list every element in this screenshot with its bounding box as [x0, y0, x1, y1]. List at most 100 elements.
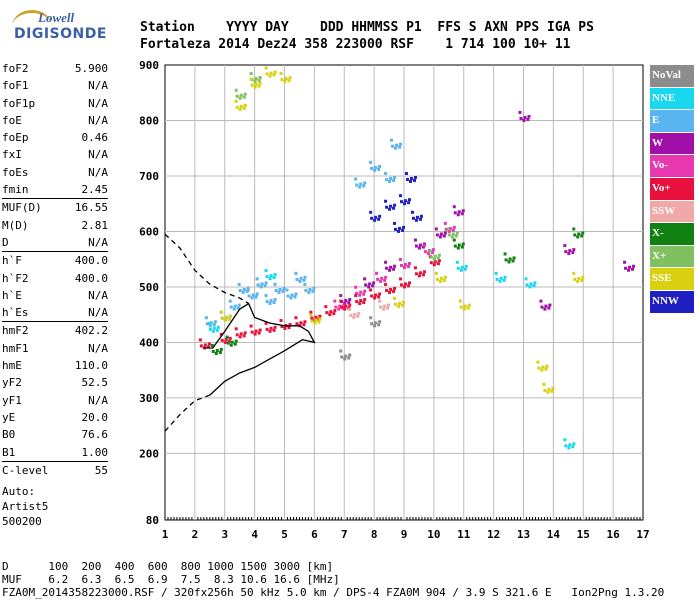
data-point-nne	[269, 274, 273, 278]
data-point-e	[286, 294, 290, 298]
data-point-sse	[269, 71, 273, 75]
data-point-sse	[314, 318, 318, 322]
data-point-sse	[463, 304, 467, 308]
param-separator	[2, 198, 108, 200]
data-point-e	[384, 171, 388, 175]
param-name: D	[2, 235, 9, 249]
data-point-sse	[287, 79, 291, 83]
data-point-e	[246, 288, 250, 292]
param-value: 20.0	[81, 410, 109, 424]
data-point-nne	[524, 277, 528, 281]
param-row: M(D) 2.81	[2, 217, 108, 234]
param-name: C-level	[2, 463, 49, 477]
data-point-nne	[460, 265, 464, 269]
x-tick-label: 14	[547, 528, 561, 541]
data-point-e	[265, 300, 269, 304]
param-value: N/A	[88, 288, 108, 302]
data-point-x-	[225, 335, 229, 339]
param-row: hmE 110.0	[2, 357, 108, 374]
data-point-e	[278, 287, 282, 291]
data-point-x-	[457, 243, 461, 247]
data-point-w	[435, 233, 439, 237]
data-point-vo-	[378, 292, 382, 296]
data-point-e	[268, 302, 272, 306]
data-point-nnw	[373, 218, 377, 222]
data-point-sse	[547, 387, 551, 391]
param-row: fmin 2.45	[2, 181, 108, 198]
data-point-sse	[434, 271, 438, 275]
data-point-sse	[228, 314, 232, 318]
data-point-vo-	[399, 257, 402, 261]
data-point-x-	[214, 351, 218, 355]
data-point-w	[343, 302, 347, 306]
param-value: N/A	[88, 113, 108, 127]
data-point-ssw	[353, 312, 357, 316]
data-point-vo-	[339, 299, 343, 303]
data-point-sse	[227, 317, 231, 321]
data-point-noval	[339, 349, 343, 353]
data-point-e	[238, 288, 242, 292]
data-point-e	[362, 184, 366, 188]
data-point-nnw	[407, 201, 410, 205]
data-point-vo-	[294, 316, 298, 320]
data-point-sse	[545, 364, 549, 368]
param-row: foEp 0.46	[2, 129, 108, 146]
data-point-ssw	[383, 304, 387, 308]
auto-program: Artist5	[2, 500, 49, 513]
data-point-vo-	[302, 323, 306, 327]
data-point-nnw	[419, 214, 423, 218]
data-point-nne	[563, 438, 567, 442]
data-point-e	[228, 299, 232, 303]
data-point-vo-	[299, 321, 303, 325]
logo-arc	[12, 10, 52, 43]
data-point-w	[548, 303, 552, 307]
data-point-sse	[438, 279, 442, 283]
data-point-nne	[464, 264, 468, 268]
data-point-sse	[466, 306, 470, 310]
param-name: B0	[2, 428, 16, 442]
data-point-nne	[499, 276, 503, 280]
legend-item-w: W	[650, 132, 694, 155]
data-point-e	[255, 277, 259, 281]
data-point-noval	[373, 324, 377, 328]
data-point-w	[389, 265, 393, 269]
data-point-sse	[234, 99, 238, 103]
data-point-vo-	[362, 292, 366, 296]
data-point-x-	[229, 343, 233, 347]
data-point-e	[236, 306, 240, 310]
data-point-w	[371, 284, 375, 288]
autoscaling-info: Auto: Artist5 500200	[2, 484, 48, 529]
data-point-sse	[310, 319, 314, 323]
data-point-ssw	[348, 307, 352, 311]
data-point-vo-	[223, 340, 227, 344]
data-point-e	[388, 179, 392, 183]
x-tick-label: 10	[427, 528, 440, 541]
data-point-nne	[572, 442, 576, 446]
param-value: 0.46	[81, 131, 109, 145]
data-point-w	[363, 277, 367, 281]
digisonde-logo: Lowell DIGISONDE	[10, 10, 130, 50]
data-point-vo-	[422, 270, 426, 274]
data-point-x-	[452, 238, 456, 242]
data-point-sse	[462, 307, 466, 311]
data-point-vo-	[198, 338, 202, 342]
data-point-sse	[551, 386, 555, 390]
data-point-nne	[494, 271, 498, 275]
data-point-vo-	[333, 299, 337, 303]
data-point-e	[213, 320, 217, 324]
data-point-vo-	[363, 298, 367, 302]
param-name: fmin	[2, 183, 29, 197]
data-point-nnw	[388, 207, 392, 211]
data-point-nnw	[411, 216, 415, 220]
data-point-vo-	[392, 289, 396, 293]
data-point-nne	[568, 443, 572, 447]
data-point-sse	[540, 368, 544, 372]
y-tick-label: 700	[139, 170, 159, 183]
data-point-w	[414, 244, 418, 248]
data-point-sse	[537, 366, 541, 370]
data-point-nnw	[405, 177, 409, 181]
data-point-sse	[318, 317, 322, 321]
data-point-sse	[284, 77, 288, 81]
data-point-x-	[581, 231, 585, 235]
param-value: 16.55	[74, 201, 108, 215]
